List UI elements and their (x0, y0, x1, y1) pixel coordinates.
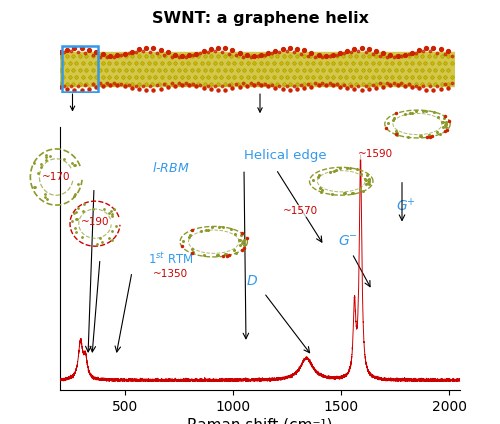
Text: ~1570: ~1570 (282, 206, 318, 216)
X-axis label: Raman shift (cm⁻¹): Raman shift (cm⁻¹) (187, 418, 333, 424)
Text: SWNT: a graphene helix: SWNT: a graphene helix (152, 11, 368, 25)
Text: ~1350: ~1350 (152, 269, 188, 279)
Text: $l$-RBM: $l$-RBM (152, 161, 190, 175)
Bar (62, 46, 98, 92)
Text: $D$: $D$ (246, 274, 258, 288)
Text: $G$$^{-}$: $G$$^{-}$ (338, 234, 358, 248)
Text: ~170: ~170 (42, 172, 70, 182)
Text: Helical edge: Helical edge (244, 149, 326, 162)
Text: $G$$^{+}$: $G$$^{+}$ (396, 197, 416, 214)
Text: ~1590: ~1590 (358, 148, 392, 159)
Text: 1$^{st}$ RTM: 1$^{st}$ RTM (148, 251, 194, 267)
Text: ~190: ~190 (81, 218, 109, 227)
Bar (60, 52, 455, 86)
